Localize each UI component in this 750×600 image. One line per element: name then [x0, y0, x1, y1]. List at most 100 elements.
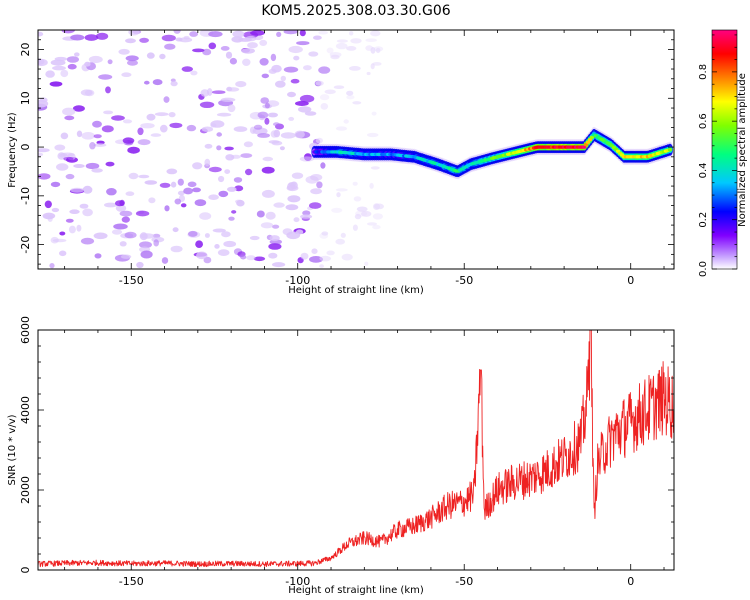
noise-blob	[169, 122, 183, 129]
noise-blob	[231, 210, 237, 214]
noise-blob	[172, 227, 179, 233]
noise-blob	[160, 124, 168, 133]
noise-blob	[168, 112, 176, 118]
noise-blob	[366, 222, 378, 226]
noise-blob	[127, 146, 140, 154]
noise-blob	[296, 41, 310, 46]
noise-blob	[249, 235, 260, 241]
noise-blob	[343, 119, 349, 124]
noise-blob	[333, 85, 345, 89]
noise-blob	[65, 218, 74, 223]
noise-blob	[375, 47, 381, 54]
noise-blob	[122, 137, 135, 144]
track-core	[667, 148, 673, 152]
noise-blob	[195, 240, 204, 248]
noise-blob	[119, 241, 127, 247]
noise-blob	[59, 231, 66, 236]
noise-blob	[201, 126, 214, 132]
colorbar-label: Normalized spectral amplitude	[737, 73, 748, 227]
noise-blob	[187, 181, 197, 188]
noise-blob	[257, 111, 269, 119]
noise-blob	[233, 126, 248, 132]
y-tick-label: -10	[19, 187, 32, 205]
noise-blob	[56, 163, 69, 171]
noise-blob	[164, 43, 176, 50]
snr-line	[38, 330, 674, 568]
noise-blob	[96, 32, 109, 40]
noise-blob	[139, 37, 150, 43]
y-tick-label: -20	[19, 236, 32, 254]
noise-blob	[38, 173, 51, 180]
noise-blob	[93, 134, 102, 139]
x-tick-label: -50	[455, 274, 473, 287]
noise-blob	[121, 72, 132, 77]
noise-blob	[174, 198, 182, 205]
noise-blob	[76, 130, 83, 138]
noise-blob	[153, 239, 159, 247]
x-tick-label: -100	[285, 274, 310, 287]
noise-blob	[372, 62, 382, 66]
noise-blob	[105, 86, 111, 94]
noise-blob	[226, 86, 233, 92]
noise-blob	[352, 101, 362, 105]
noise-blob	[285, 204, 299, 211]
y-tick-label: 6000	[19, 316, 32, 344]
track-core	[585, 140, 591, 144]
noise-blob	[241, 48, 256, 54]
noise-blob	[65, 173, 75, 180]
noise-blob	[210, 123, 217, 128]
noise-blob	[370, 30, 381, 37]
noise-blob	[299, 156, 315, 162]
noise-blob	[82, 185, 93, 194]
noise-blob	[38, 31, 44, 37]
colorbar: 0.0 0.2 0.4 0.6 0.8 Normalized spectral ampl…	[698, 29, 748, 277]
noise-blob	[177, 190, 185, 196]
noise-blob	[326, 47, 334, 54]
noise-blob	[235, 81, 247, 88]
noise-blob	[300, 252, 309, 260]
noise-blob	[230, 154, 241, 159]
noise-blob	[39, 97, 48, 103]
y-tick-label: 0	[19, 567, 32, 574]
noise-blob	[264, 102, 270, 109]
noise-blob	[105, 161, 115, 167]
noise-blob	[38, 58, 45, 65]
noise-blob	[227, 186, 237, 192]
noise-blob	[79, 203, 89, 209]
noise-blob	[148, 197, 156, 204]
noise-blob	[111, 115, 125, 121]
noise-blob	[346, 95, 355, 100]
noise-blob	[204, 158, 211, 167]
colorbar-tick-label: 0.6	[698, 113, 709, 129]
noise-blob	[223, 240, 237, 248]
noise-blob	[361, 210, 372, 217]
colorbar-ticks: 0.0 0.2 0.4 0.6 0.8	[698, 34, 737, 277]
noise-blob	[318, 66, 331, 74]
noise-blob	[319, 94, 330, 101]
noise-blob	[373, 203, 380, 211]
noise-blob	[302, 210, 311, 216]
colorbar-gradient	[712, 30, 737, 269]
noise-blob	[335, 188, 348, 192]
noise-blob	[106, 188, 117, 196]
noise-blob	[125, 38, 136, 44]
noise-blob	[159, 182, 171, 188]
noise-blob	[136, 261, 144, 269]
noise-blob	[164, 205, 170, 212]
noise-blob	[243, 141, 253, 148]
noise-blob	[115, 200, 125, 207]
noise-blob	[259, 39, 268, 47]
noise-blob	[349, 31, 354, 36]
noise-blob	[273, 202, 285, 208]
noise-blob	[194, 199, 207, 207]
noise-blob	[291, 172, 304, 179]
noise-blob	[293, 55, 300, 61]
noise-blob	[146, 52, 155, 59]
noise-blob	[54, 144, 66, 151]
snr-frame	[37, 329, 675, 571]
noise-blob	[190, 70, 198, 76]
noise-blob	[270, 130, 278, 138]
noise-blob	[371, 111, 377, 116]
noise-blob	[208, 194, 219, 200]
noise-blob	[260, 97, 270, 104]
